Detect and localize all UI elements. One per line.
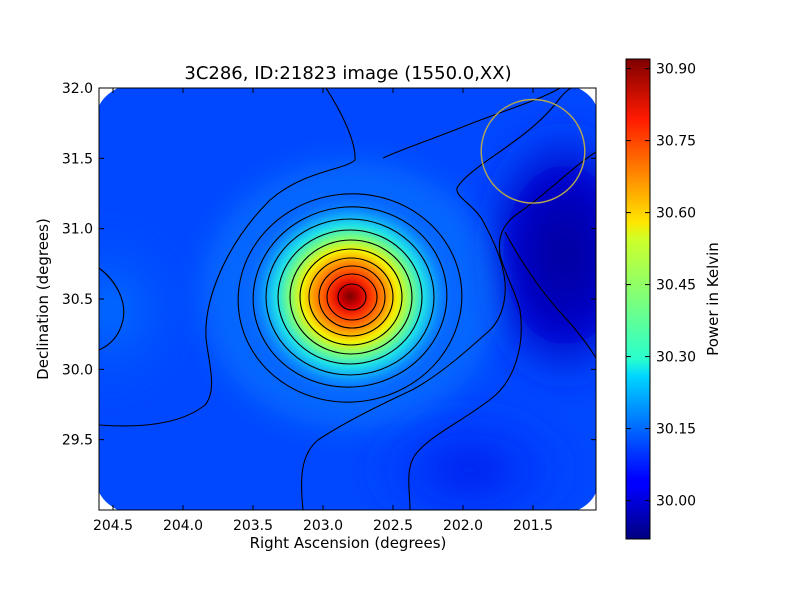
y-axis-label: Declination (degrees) xyxy=(34,218,52,380)
colorbar-tick-label: 30.30 xyxy=(656,350,696,366)
contour-line xyxy=(318,265,386,329)
x-axis: 204.5 204.0 203.5 203.0 202.5 202.0 201.5 xyxy=(93,88,553,534)
colorbar-ticks: 30.00 30.15 30.30 30.45 30.60 30.75 30.90 xyxy=(626,62,696,510)
corner-mask xyxy=(99,88,118,106)
contour-line xyxy=(308,257,394,337)
x-tick-label: 204.5 xyxy=(93,518,133,534)
contour-line xyxy=(252,206,448,388)
heatmap-west-minimum xyxy=(470,115,596,395)
colorbar-frame xyxy=(625,58,651,540)
colorbar-tick-label: 30.90 xyxy=(656,62,696,78)
colorbar-gradient xyxy=(626,59,650,539)
colorbar: 30.00 30.15 30.30 30.45 30.60 30.75 30.90 Powe… xyxy=(625,58,722,540)
heatmap-south-minimum xyxy=(360,400,580,510)
colorbar-tick-label: 30.60 xyxy=(656,206,696,222)
colorbar-label: Power in Kelvin xyxy=(704,242,722,356)
contour-line xyxy=(237,193,463,403)
contour-line xyxy=(99,88,356,427)
contour-lines xyxy=(99,88,596,510)
contour-line xyxy=(289,239,413,355)
y-axis: 29.5 30.0 30.5 31.0 31.5 32.0 xyxy=(62,81,596,449)
contour-line xyxy=(504,231,596,359)
heatmap-plot xyxy=(99,88,596,510)
colorbar-tick-label: 30.45 xyxy=(656,278,696,294)
chart-title: 3C286, ID:21823 image (1550.0,XX) xyxy=(184,63,511,84)
colorbar-tick-label: 30.15 xyxy=(656,422,696,438)
corner-mask xyxy=(99,492,118,510)
colorbar-tick-label: 30.75 xyxy=(656,134,696,150)
x-tick-label: 201.5 xyxy=(513,518,553,534)
contour-line xyxy=(337,283,367,311)
x-tick-label: 204.0 xyxy=(163,518,203,534)
x-tick-label: 202.5 xyxy=(373,518,413,534)
x-axis-label: Right Ascension (degrees) xyxy=(250,534,447,552)
corner-mask xyxy=(578,88,596,106)
y-tick-label: 30.0 xyxy=(62,362,93,378)
y-tick-label: 30.5 xyxy=(62,292,93,308)
contour-line xyxy=(301,88,573,510)
corner-mask xyxy=(578,492,596,510)
y-tick-label: 32.0 xyxy=(62,81,93,97)
contour-line xyxy=(408,151,596,510)
beam-circle xyxy=(480,98,586,204)
contour-line xyxy=(382,88,561,159)
x-tick-label: 203.0 xyxy=(303,518,343,534)
y-tick-label: 31.0 xyxy=(62,222,93,238)
heatmap-source xyxy=(242,192,458,400)
contour-line xyxy=(265,218,435,376)
contour-line xyxy=(99,267,125,351)
contour-line xyxy=(299,248,403,346)
heatmap-left-lobe xyxy=(99,220,190,400)
contour-line xyxy=(277,229,423,365)
colorbar-tick-label: 30.00 xyxy=(656,494,696,510)
x-tick-label: 202.0 xyxy=(443,518,483,534)
y-tick-label: 31.5 xyxy=(62,151,93,167)
contour-line xyxy=(326,273,378,321)
x-tick-label: 203.5 xyxy=(233,518,273,534)
y-tick-label: 29.5 xyxy=(62,433,93,449)
